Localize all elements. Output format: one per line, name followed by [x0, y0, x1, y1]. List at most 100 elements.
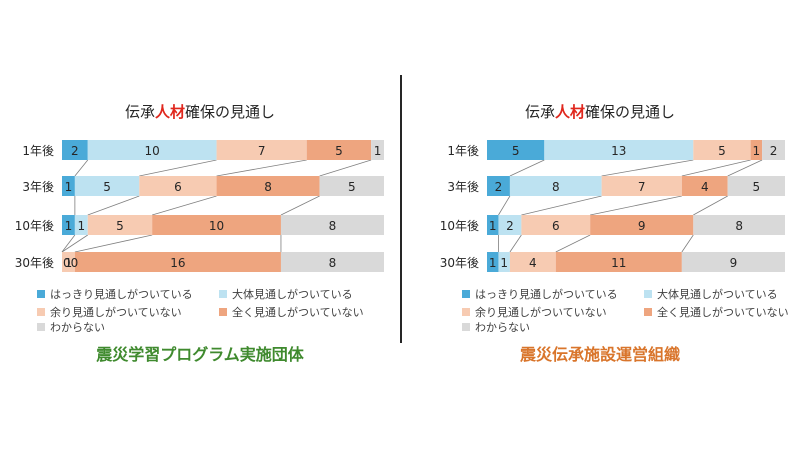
data-label: 5: [718, 144, 726, 158]
data-label: 1: [65, 180, 73, 194]
series-line: [74, 159, 89, 177]
data-label: 1: [374, 144, 382, 158]
legend-swatch-unknown: [37, 323, 45, 331]
data-label: 1: [753, 144, 761, 158]
data-label: 5: [753, 180, 761, 194]
series-lines: [61, 159, 372, 253]
bar-segment-little: [521, 215, 591, 235]
category-label: 1年後: [447, 144, 479, 158]
legend-label: 余り見通しがついていない: [50, 305, 182, 319]
data-label: 2: [506, 219, 514, 233]
organization-label: 震災学習プログラム実施団体: [96, 345, 304, 364]
series-line: [61, 234, 76, 253]
panel-divider: [400, 75, 402, 343]
series-line: [216, 159, 307, 177]
bar-segment-little: [693, 140, 751, 160]
bar-segment-mostly: [87, 140, 217, 160]
data-label: 11: [611, 256, 626, 270]
legend-label: 全く見通しがついていない: [232, 305, 364, 319]
legend-label: わからない: [475, 321, 530, 334]
bar-segment-very: [487, 252, 499, 272]
bar-segment-little: [509, 252, 556, 272]
legend-swatch-mostly: [644, 290, 652, 298]
bar-segment-none: [74, 252, 281, 272]
bar-segment-very: [62, 215, 75, 235]
data-label: 16: [170, 256, 185, 270]
bar-segment-unknown: [371, 140, 384, 160]
data-label: 9: [730, 256, 738, 270]
series-line: [601, 159, 694, 177]
data-label: 4: [529, 256, 537, 270]
category-label: 3年後: [447, 180, 479, 194]
data-label: 9: [638, 219, 646, 233]
data-label: 8: [329, 256, 337, 270]
legend-swatch-very: [37, 290, 45, 298]
bar-segment-mostly: [544, 140, 694, 160]
data-label: 13: [611, 144, 626, 158]
data-label: 5: [103, 180, 111, 194]
bar-segment-little: [139, 176, 217, 196]
bar-segment-none: [306, 140, 372, 160]
data-label: 8: [264, 180, 272, 194]
data-label: 1: [65, 256, 73, 270]
data-label: 1: [489, 256, 497, 270]
data-label: 4: [701, 180, 709, 194]
legend-swatch-little: [462, 308, 470, 316]
bar-segment-mostly: [498, 252, 510, 272]
bar-segment-unknown: [280, 215, 384, 235]
bar-segment-very: [487, 176, 510, 196]
category-label: 1年後: [22, 144, 54, 158]
data-label: 5: [348, 180, 356, 194]
legend-label: はっきり見通しがついている: [50, 287, 193, 301]
data-label: 7: [638, 180, 646, 194]
series-line: [139, 159, 217, 177]
bar-segment-none: [555, 252, 682, 272]
legend-label: わからない: [50, 321, 105, 334]
data-label: 2: [770, 144, 778, 158]
data-label: 8: [552, 180, 560, 194]
bar-segment-little: [601, 176, 682, 196]
series-line: [681, 234, 694, 253]
bar-segment-unknown: [319, 176, 384, 196]
bar-segment-very: [487, 215, 499, 235]
category-label: 3年後: [22, 180, 54, 194]
data-label: 1: [77, 219, 85, 233]
legend-label: はっきり見通しがついている: [475, 287, 618, 301]
series-line: [681, 159, 751, 177]
series-line: [555, 234, 591, 253]
series-line: [693, 195, 728, 216]
category-label: 30年後: [15, 256, 54, 270]
data-label: 2: [71, 144, 79, 158]
legend-label: 大体見通しがついている: [657, 287, 778, 301]
legend-swatch-mostly: [219, 290, 227, 298]
bar-segment-unknown: [280, 252, 384, 272]
bar-segment-mostly: [509, 176, 602, 196]
legend-label: 全く見通しがついていない: [657, 305, 789, 319]
organization-label: 震災伝承施設運営組織: [519, 345, 680, 364]
bar-segment-unknown: [681, 252, 785, 272]
bar-segment-mostly: [498, 215, 522, 235]
series-line: [509, 234, 522, 253]
data-label: 5: [335, 144, 343, 158]
series-line: [319, 159, 372, 177]
data-label: 7: [258, 144, 266, 158]
legend-swatch-none: [644, 308, 652, 316]
data-label: 10: [209, 219, 224, 233]
data-label: 00: [63, 256, 78, 270]
bar-segment-little: [87, 215, 153, 235]
legend-label: 余り見通しがついていない: [475, 305, 607, 319]
category-label: 10年後: [15, 219, 54, 233]
legend-swatch-none: [219, 308, 227, 316]
series-line: [590, 195, 682, 216]
bar-segment-none: [152, 215, 281, 235]
data-label: 8: [329, 219, 337, 233]
legend-label: 大体見通しがついている: [232, 287, 353, 301]
bar-segment-very: [62, 140, 88, 160]
series-lines: [498, 159, 763, 253]
bar-segment-none: [216, 176, 320, 196]
category-label: 10年後: [440, 219, 479, 233]
series-line: [509, 159, 545, 177]
category-label: 30年後: [440, 256, 479, 270]
